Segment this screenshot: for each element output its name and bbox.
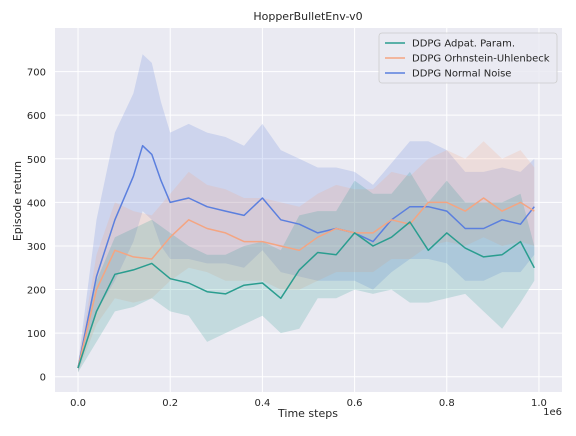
y-tick-label: 400 — [27, 198, 46, 209]
legend-label: DDPG Normal Noise — [412, 69, 511, 80]
legend-box — [378, 32, 558, 84]
series-lines — [77, 144, 535, 369]
y-tick-label: 500 — [27, 155, 46, 166]
x-axis-label: Time steps — [277, 407, 338, 420]
series-line — [77, 144, 535, 369]
series-line — [77, 197, 535, 369]
confidence-band — [78, 171, 535, 373]
y-tick-label: 700 — [27, 68, 46, 79]
plot-area — [55, 28, 562, 392]
x-tick-labels: 0.0 0.2 0.4 0.6 0.8 1.0 — [70, 398, 547, 409]
confidence-band — [78, 54, 535, 373]
legend-label: DDPG Orhnstein-Uhlenbeck — [412, 54, 550, 65]
x-tick-label: 0.6 — [347, 398, 363, 409]
x-tick-label: 1.0 — [531, 398, 547, 409]
y-tick-label: 300 — [27, 242, 46, 253]
legend: DDPG Adpat. Param. DDPG Orhnstein-Uhlenbe… — [378, 32, 558, 84]
y-axis-label: Episode return — [11, 161, 24, 241]
x-tick-label: 0.8 — [439, 398, 455, 409]
x-tick-label: 0.4 — [254, 398, 270, 409]
y-tick-labels: 0 100 200 300 400 500 600 700 — [27, 68, 46, 384]
y-tick-label: 0 — [40, 373, 46, 384]
x-axis-offset-label: 1e6 — [543, 407, 562, 418]
x-tick-label: 0.2 — [162, 398, 178, 409]
y-tick-label: 200 — [27, 286, 46, 297]
y-tick-label: 600 — [27, 111, 46, 122]
series-line — [77, 221, 535, 369]
legend-label: DDPG Adpat. Param. — [412, 39, 515, 50]
x-tick-label: 0.0 — [70, 398, 86, 409]
chart-title: HopperBulletEnv-v0 — [253, 10, 362, 23]
y-tick-label: 100 — [27, 329, 46, 340]
